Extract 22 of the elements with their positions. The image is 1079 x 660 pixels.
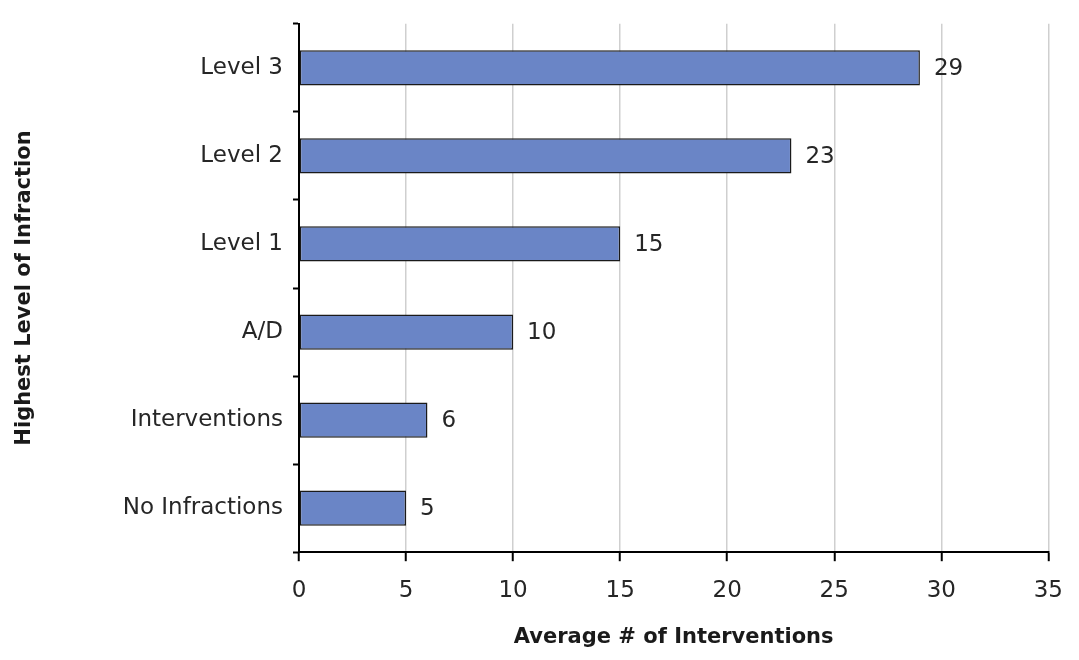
x-tick-label: 10 — [498, 575, 528, 602]
y-tick-label: No Infractions — [122, 493, 283, 520]
y-tick-label: Interventions — [130, 405, 283, 432]
y-tick-label: Level 3 — [200, 52, 283, 79]
data-label: 5 — [420, 494, 435, 521]
x-tick-label: 0 — [291, 575, 307, 602]
y-tick-label: Level 1 — [200, 228, 283, 255]
data-label: 15 — [634, 229, 664, 256]
x-tick-label: 20 — [712, 575, 742, 602]
x-tick-label: 5 — [398, 575, 414, 602]
x-tick-label: 25 — [819, 575, 849, 602]
x-tick-label: 35 — [1033, 575, 1064, 602]
x-tick-label: 30 — [926, 575, 956, 602]
data-label: 23 — [805, 141, 835, 168]
data-label: 6 — [441, 406, 457, 433]
x-axis-title: Average # of Interventions — [513, 623, 834, 648]
y-axis-title: Highest Level of Infraction — [11, 130, 36, 446]
y-tick-label: Level 2 — [200, 140, 283, 167]
data-label: 10 — [527, 318, 557, 344]
y-tick-label: A/D — [241, 317, 283, 343]
x-tick-label: 15 — [605, 575, 635, 602]
data-label: 29 — [933, 53, 964, 80]
